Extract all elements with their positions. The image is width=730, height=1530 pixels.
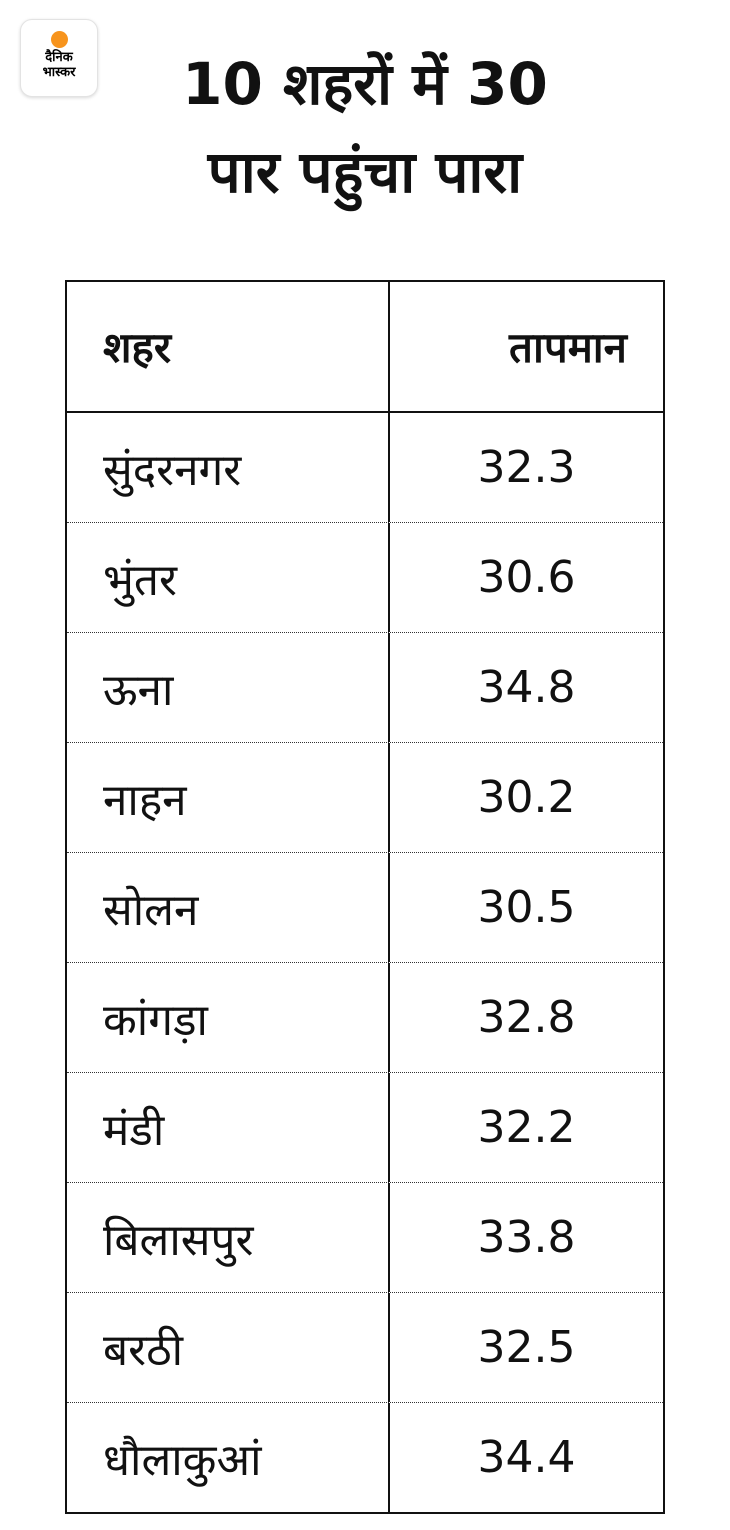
sun-icon — [50, 31, 68, 48]
page-title: 10 शहरों में 30 पार पहुंचा पारा — [0, 40, 730, 216]
dainik-bhaskar-logo: दैनिक भास्कर — [20, 19, 98, 97]
table-row: सुंदरनगर 32.3 — [67, 413, 663, 522]
city-cell: सुंदरनगर — [67, 413, 390, 522]
table-row: भुंतर 30.6 — [67, 522, 663, 632]
city-cell: सोलन — [67, 853, 390, 962]
table-row: बिलासपुर 33.8 — [67, 1182, 663, 1292]
table-row: नाहन 30.2 — [67, 742, 663, 852]
temperature-cell: 30.6 — [477, 552, 576, 603]
temperature-cell: 30.5 — [477, 882, 576, 933]
table-row: ऊना 34.8 — [67, 632, 663, 742]
table-row: बरठी 32.5 — [67, 1292, 663, 1402]
table-row: मंडी 32.2 — [67, 1072, 663, 1182]
city-cell: भुंतर — [67, 523, 390, 632]
column-header-temperature: तापमान — [509, 323, 627, 372]
logo-text-line2: भास्कर — [42, 65, 76, 80]
city-cell: ऊना — [67, 633, 390, 742]
title-line2: पार पहुंचा पारा — [207, 138, 523, 206]
city-cell: बरठी — [67, 1293, 390, 1402]
temperature-cell: 33.8 — [477, 1212, 576, 1263]
logo-text-line1: दैनिक — [45, 50, 73, 65]
title-line1: 10 शहरों में 30 — [182, 50, 548, 118]
temperature-cell: 32.5 — [477, 1322, 576, 1373]
temperature-cell: 32.3 — [477, 442, 576, 493]
city-cell: कांगड़ा — [67, 963, 390, 1072]
table-row: धौलाकुआं 34.4 — [67, 1402, 663, 1512]
city-cell: नाहन — [67, 743, 390, 852]
city-cell: धौलाकुआं — [67, 1403, 390, 1512]
temperature-table: शहर तापमान सुंदरनगर 32.3 भुंतर 30.6 ऊना 34.8 न… — [65, 280, 665, 1514]
temperature-cell: 30.2 — [477, 772, 576, 823]
temperature-cell: 34.8 — [477, 662, 576, 713]
table-row: सोलन 30.5 — [67, 852, 663, 962]
city-cell: मंडी — [67, 1073, 390, 1182]
temperature-cell: 34.4 — [477, 1432, 576, 1483]
column-header-city: शहर — [67, 282, 390, 411]
city-cell: बिलासपुर — [67, 1183, 390, 1292]
table-row: कांगड़ा 32.8 — [67, 962, 663, 1072]
temperature-cell: 32.2 — [477, 1102, 576, 1153]
table-header-row: शहर तापमान — [67, 282, 663, 413]
temperature-cell: 32.8 — [477, 992, 576, 1043]
